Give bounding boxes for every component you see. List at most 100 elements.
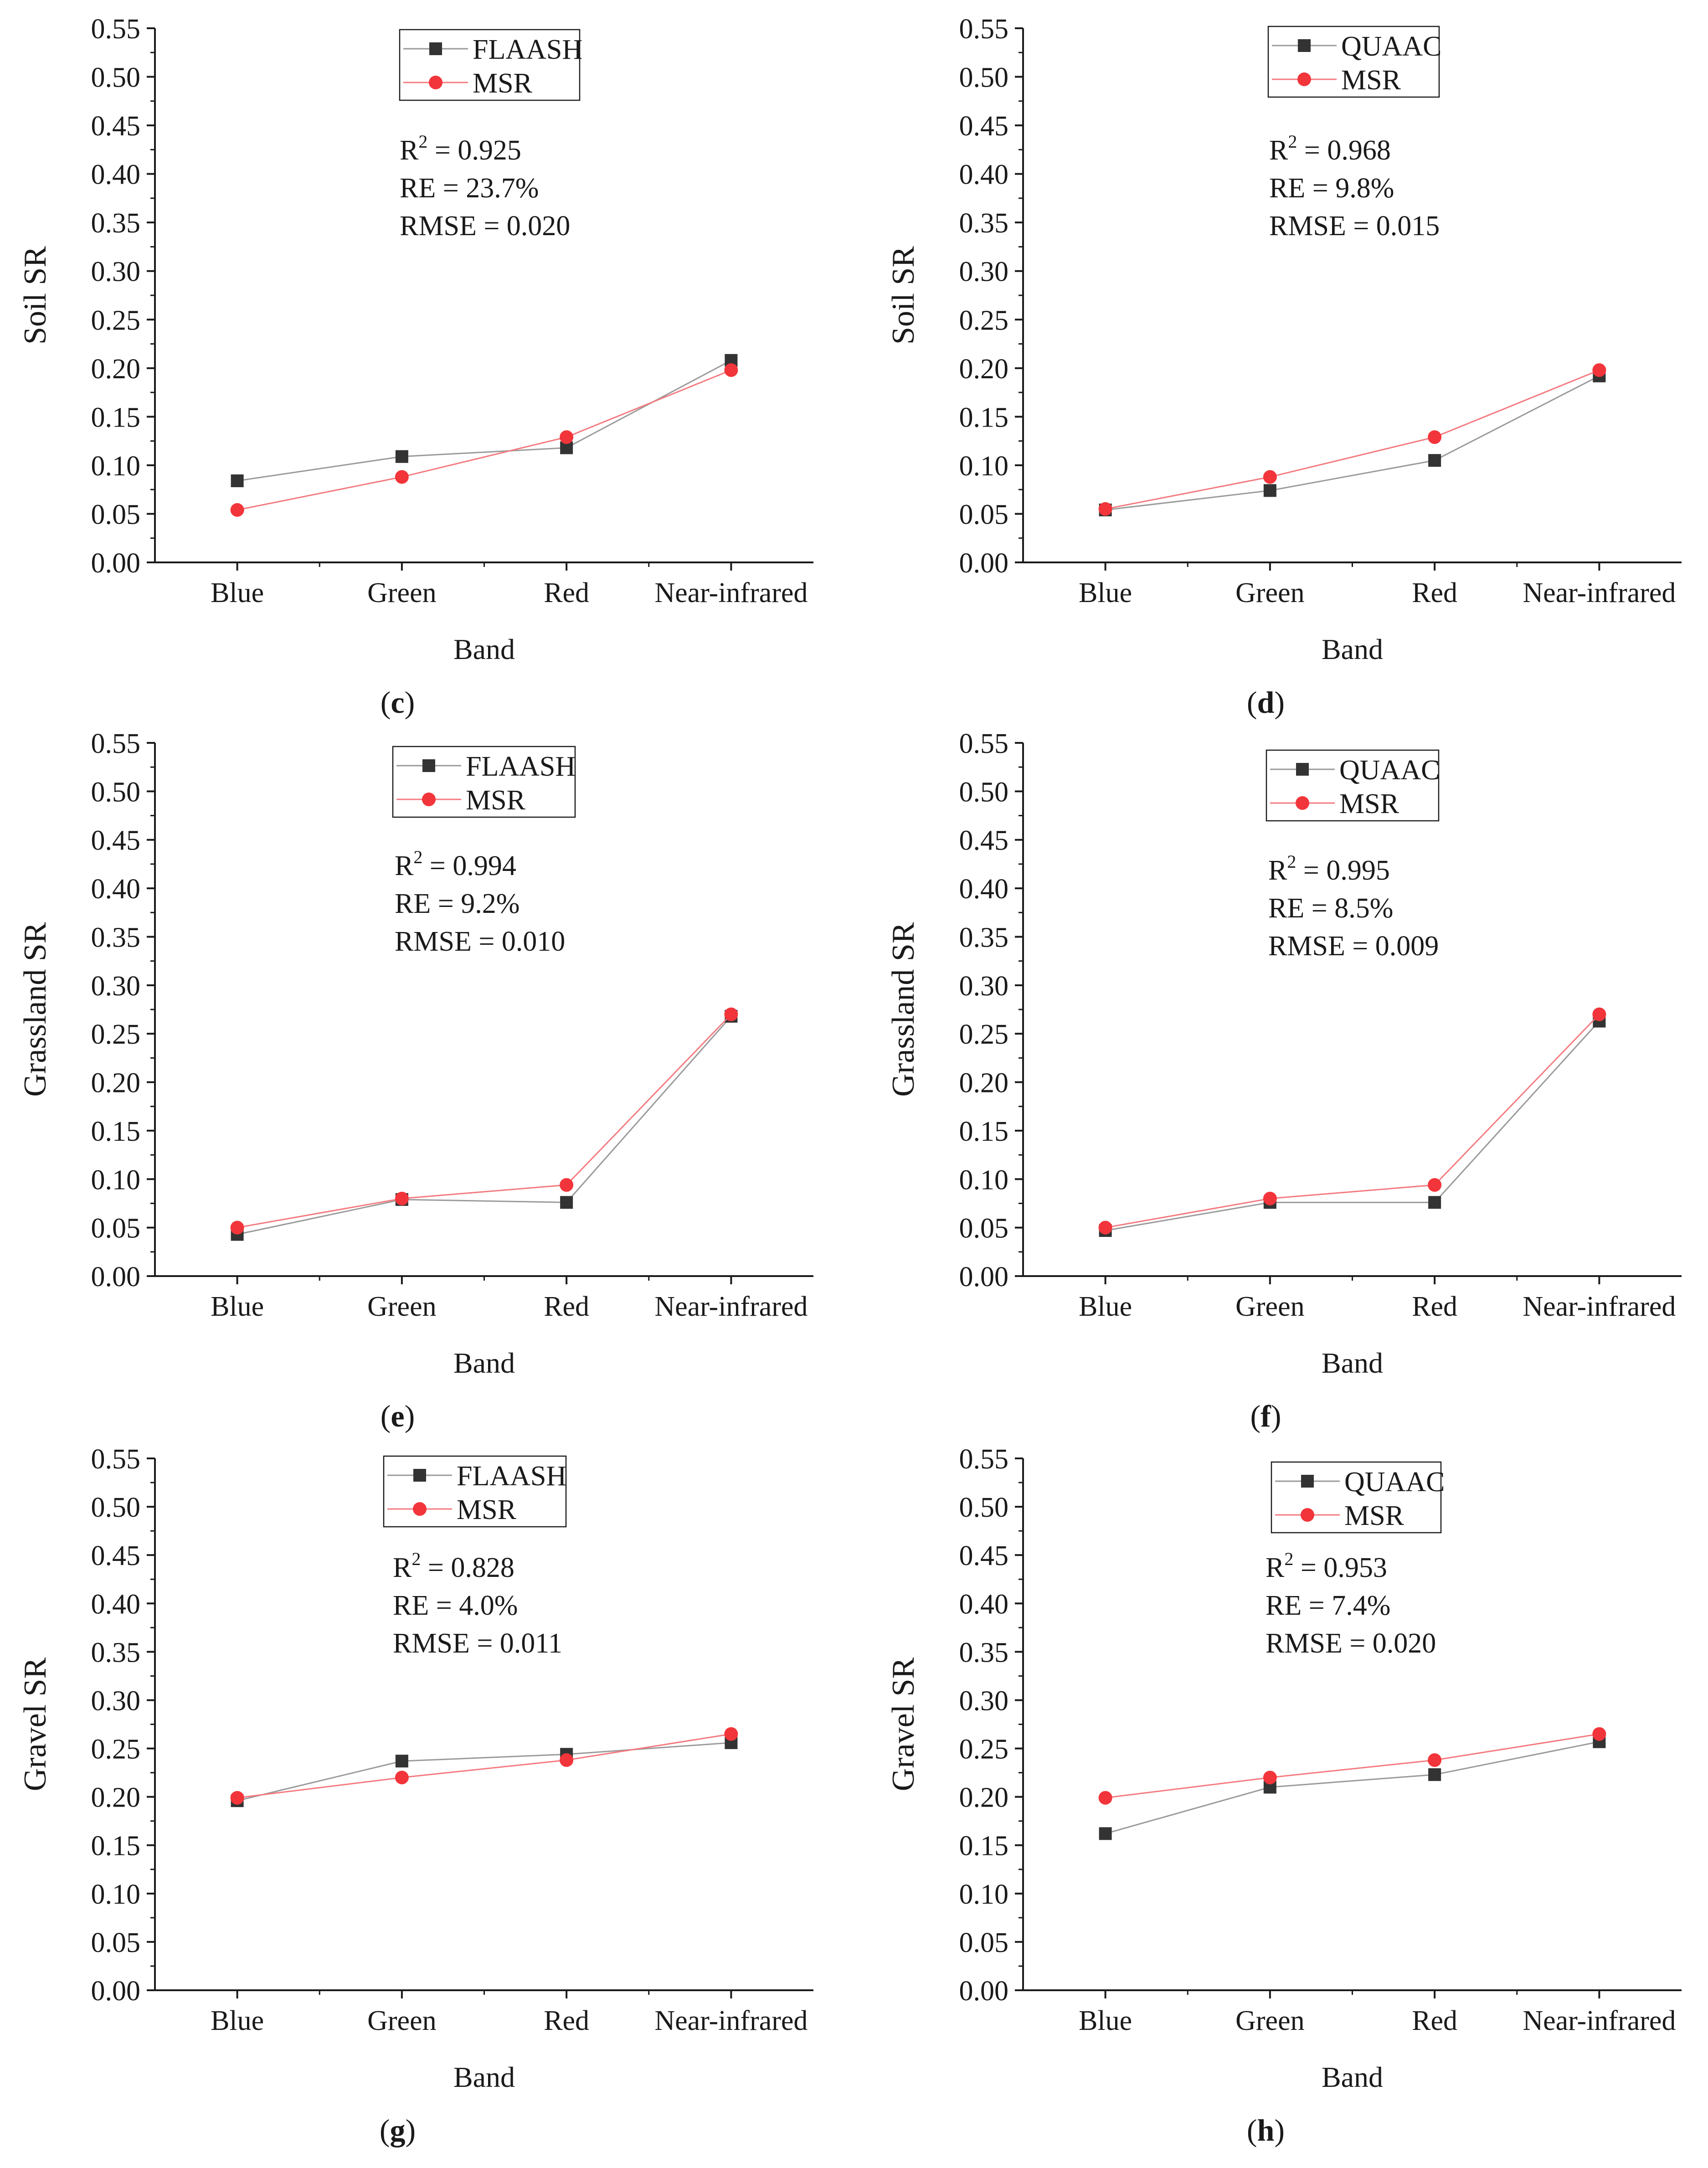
stat-re: RE = 8.5% [1268, 893, 1393, 924]
y-tick-label: 0.45 [91, 825, 141, 856]
x-axis-title: Band [1322, 1347, 1383, 1379]
x-tick-label: Near-infrared [654, 1291, 808, 1322]
y-tick-label: 0.10 [91, 1879, 141, 1910]
y-tick-label: 0.30 [959, 257, 1009, 288]
legend-box [383, 1455, 567, 1528]
data-point [1428, 1768, 1441, 1781]
panel-e: 0.00 0.05 0.10 0.15 0.20 0.25 0.30 0.35 0.40 0.45… [18, 728, 813, 1433]
x-tick-label: Near-infrared [1523, 2005, 1676, 2036]
stats-annotation: R2 = 0.828 RE = 4.0% RMSE = 0.011 [393, 1549, 562, 1659]
data-point [560, 1196, 573, 1209]
stat-rmse: RMSE = 0.020 [400, 211, 570, 242]
y-tick-label: 0.45 [959, 825, 1009, 856]
series-line [237, 1742, 731, 1802]
data-point [1592, 1727, 1606, 1741]
stat-r2: R2 = 0.994 [395, 847, 516, 881]
stat-re: RE = 9.8% [1269, 173, 1394, 204]
x-tick-label: Near-infrared [654, 2005, 808, 2036]
legend-box [1271, 1461, 1442, 1534]
y-axis-title: Gravel SR [886, 1657, 921, 1791]
x-axis-title: Band [1322, 633, 1383, 665]
data-point [1098, 1220, 1112, 1235]
x-tick-label: Green [367, 577, 436, 608]
data-point [1592, 363, 1606, 377]
y-tick-label: 0.35 [959, 208, 1009, 239]
y-tick-label: 0.25 [91, 1734, 141, 1765]
x-tick-label: Green [1235, 1291, 1304, 1322]
y-tick-label: 0.35 [959, 922, 1009, 953]
data-point [395, 450, 408, 463]
y-tick-label: 0.15 [91, 402, 141, 433]
x-axis-title: Band [453, 1347, 515, 1379]
stat-rmse: RMSE = 0.011 [393, 1628, 562, 1659]
x-axis-title: Band [453, 2061, 515, 2093]
series-quaac [1099, 1735, 1606, 1840]
y-tick-label: 0.25 [959, 1019, 1009, 1050]
y-tick-label: 0.25 [959, 1734, 1009, 1765]
panel-g: 0.00 0.05 0.10 0.15 0.20 0.25 0.30 0.35 0.40 0.45… [18, 1444, 813, 2147]
series-line [1105, 1741, 1600, 1834]
series-line [237, 369, 731, 511]
x-tick-label: Blue [211, 2005, 264, 2036]
y-tick-label: 0.40 [959, 874, 1009, 905]
stat-re: RE = 9.2% [395, 888, 520, 919]
data-point [1428, 430, 1442, 444]
data-point [1428, 1178, 1442, 1192]
y-tick-label: 0.50 [91, 1492, 141, 1523]
y-tick-label: 0.10 [959, 1164, 1009, 1195]
y-tick-label: 0.50 [959, 777, 1009, 808]
stat-re: RE = 7.4% [1266, 1590, 1390, 1621]
y-tick-label: 0.05 [959, 1213, 1009, 1244]
y-tick-label: 0.55 [91, 728, 141, 759]
legend-box [1267, 26, 1440, 98]
data-point [230, 1791, 244, 1805]
panel-label: (h) [1247, 2113, 1285, 2147]
data-point [560, 1753, 574, 1767]
legend-marker [413, 1502, 427, 1516]
y-tick-label: 0.20 [91, 354, 141, 385]
x-tick-label: Near-infrared [654, 577, 808, 608]
legend-marker [1301, 1475, 1314, 1488]
panel-label: (g) [380, 2113, 416, 2147]
y-axis-title: Soil SR [886, 246, 921, 345]
series-line [237, 1733, 731, 1799]
stat-r2: R2 = 0.828 [393, 1549, 514, 1583]
legend-label: MSR [1344, 1500, 1404, 1531]
y-tick-label: 0.25 [959, 305, 1009, 336]
panel-label: (e) [381, 1399, 415, 1433]
legend-label: MSR [1341, 65, 1401, 96]
data-point [724, 1727, 738, 1741]
stat-rmse: RMSE = 0.009 [1268, 931, 1439, 962]
data-point [1263, 484, 1276, 497]
legend-label: MSR [1339, 788, 1399, 819]
series-quaac [1099, 369, 1606, 516]
stat-re: RE = 4.0% [393, 1590, 518, 1621]
y-tick-label: 0.55 [959, 728, 1009, 759]
stats-annotation: R2 = 0.995 RE = 8.5% RMSE = 0.009 [1268, 851, 1439, 962]
y-tick-label: 0.05 [91, 499, 141, 530]
y-tick-label: 0.45 [91, 111, 141, 142]
x-tick-label: Blue [1079, 2005, 1132, 2036]
legend-label: FLAASH [457, 1461, 566, 1492]
x-axis-title: Band [453, 633, 515, 665]
legend-label: QUAAC [1341, 31, 1441, 62]
series-msr [1098, 363, 1606, 516]
x-tick-label: Green [1235, 577, 1304, 608]
x-tick-label: Green [1235, 2005, 1304, 2036]
series-msr [230, 1007, 738, 1235]
y-tick-label: 0.45 [959, 1540, 1009, 1571]
x-tick-label: Red [544, 1291, 589, 1322]
y-tick-label: 0.10 [91, 1164, 141, 1195]
series-line [1105, 369, 1600, 510]
y-tick-label: 0.40 [91, 874, 141, 905]
y-tick-label: 0.45 [91, 1540, 141, 1571]
y-tick-label: 0.00 [91, 548, 141, 579]
data-point [231, 474, 244, 488]
x-tick-label: Near-infrared [1523, 1291, 1676, 1322]
y-tick-label: 0.35 [959, 1637, 1009, 1668]
legend-marker [429, 76, 442, 89]
data-point [724, 363, 738, 377]
y-tick-label: 0.55 [91, 14, 141, 45]
data-point [395, 1771, 409, 1785]
